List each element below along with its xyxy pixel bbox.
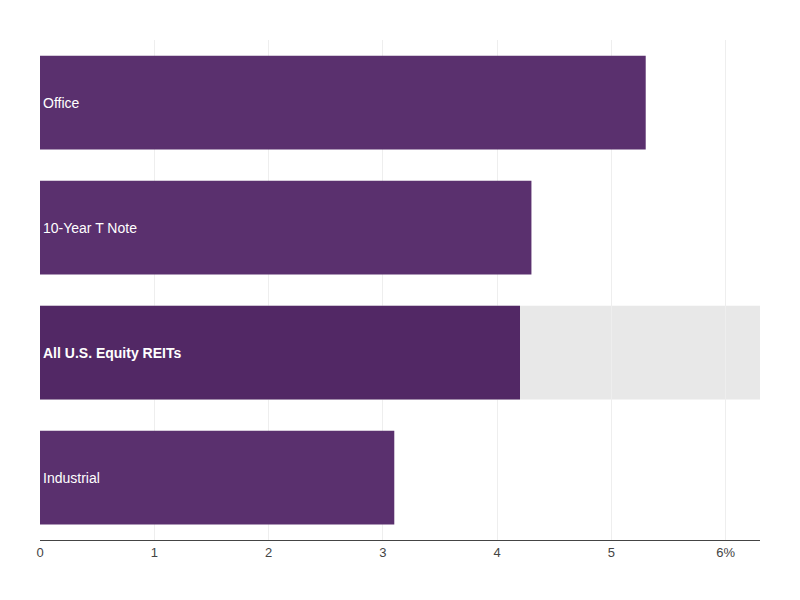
svg-text:5: 5 <box>608 545 615 560</box>
svg-text:2: 2 <box>265 545 272 560</box>
svg-text:0: 0 <box>36 545 43 560</box>
svg-text:4: 4 <box>494 545 501 560</box>
svg-text:3: 3 <box>379 545 386 560</box>
svg-text:Industrial: Industrial <box>43 470 100 486</box>
svg-text:10-Year T Note: 10-Year T Note <box>43 220 137 236</box>
svg-text:1: 1 <box>151 545 158 560</box>
svg-text:6%: 6% <box>716 545 735 560</box>
svg-text:All U.S. Equity REITs: All U.S. Equity REITs <box>43 345 181 361</box>
svg-text:Office: Office <box>43 95 80 111</box>
